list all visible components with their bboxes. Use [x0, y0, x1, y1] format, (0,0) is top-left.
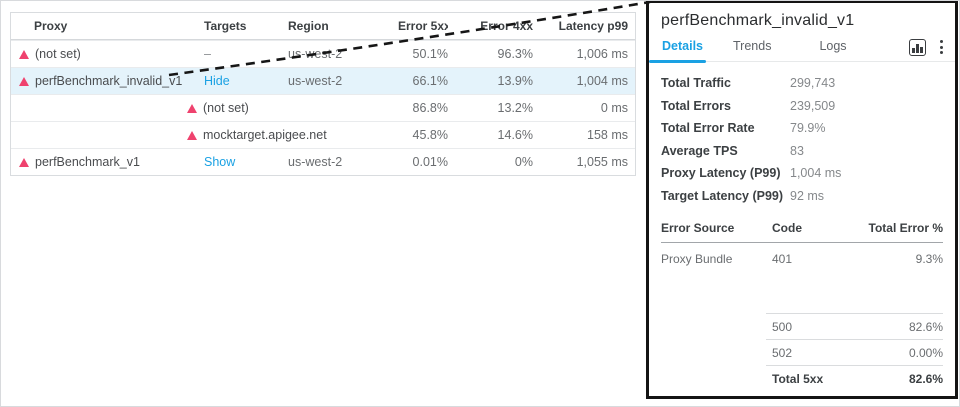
error-source-table: Error Source Code Total Error % Proxy Bu…	[649, 207, 955, 391]
region-value: us-west-2	[288, 74, 343, 88]
error-code-value: 401	[772, 252, 793, 266]
error4xx-value: 0%	[514, 155, 533, 169]
stat-total-error-rate: Total Error Rate 79.9%	[661, 121, 826, 136]
latency-value: 1,006 ms	[576, 47, 628, 61]
tab-trends[interactable]: Trends	[733, 39, 772, 53]
error-row-proxy-bundle: Proxy Bundle 401 9.3%	[661, 243, 943, 266]
warning-triangle-icon	[187, 103, 197, 113]
error5xx-value: 0.01%	[412, 155, 448, 169]
column-header-latency: Latency p99	[558, 19, 628, 33]
error5xx-value: 45.8%	[412, 128, 448, 142]
error4xx-value: 13.9%	[497, 74, 533, 88]
bar-chart-icon[interactable]	[909, 38, 926, 56]
warning-triangle-icon	[19, 157, 29, 167]
table-row-selected[interactable]: perfBenchmark_invalid_v1 Hide us-west-2 …	[11, 67, 635, 94]
error-pct-value: 82.6%	[908, 319, 943, 334]
header-total-error-pct: Total Error %	[868, 221, 943, 235]
error-code-value: 500	[772, 319, 793, 334]
stat-proxy-latency: Proxy Latency (P99) 1,004 ms	[661, 166, 842, 181]
table-row[interactable]: (not set) – us-west-2 50.1% 96.3% 1,006 …	[11, 40, 635, 67]
column-header-proxy: Proxy	[34, 19, 68, 33]
total-5xx-pct: 82.6%	[908, 371, 943, 386]
stat-average-tps: Average TPS 83	[661, 143, 804, 158]
proxy-detail-panel: perfBenchmark_invalid_v1 Details Trends …	[646, 0, 958, 399]
proxy-table-header: Proxy Targets Region Error 5xx Error 4xx…	[11, 13, 635, 40]
target-name: mocktarget.apigee.net	[203, 128, 327, 142]
table-row[interactable]: perfBenchmark_v1 Show us-west-2 0.01% 0%…	[11, 148, 635, 175]
warning-triangle-icon	[19, 76, 29, 86]
hide-targets-link[interactable]: Hide	[204, 74, 230, 88]
kebab-menu-icon[interactable]	[938, 38, 945, 56]
proxy-name: (not set)	[35, 47, 81, 61]
column-header-targets: Targets	[204, 19, 247, 33]
target-name: (not set)	[203, 101, 249, 115]
error-pct-value: 9.3%	[915, 252, 943, 266]
error-table-header: Error Source Code Total Error %	[661, 221, 943, 243]
show-targets-link[interactable]: Show	[204, 155, 236, 169]
error-table-gap	[661, 266, 943, 313]
panel-title: perfBenchmark_invalid_v1	[661, 12, 855, 29]
error-source-value: Proxy Bundle	[661, 252, 733, 266]
warning-triangle-icon	[187, 130, 197, 140]
latency-value: 1,004 ms	[576, 74, 628, 88]
error5xx-value: 66.1%	[412, 74, 448, 88]
error-code-rows: 500 82.6% 502 0.00% Total 5xx 82.6%	[766, 313, 943, 391]
tab-bar: Details Trends Logs	[649, 37, 955, 63]
error-row-total-5xx: Total 5xx 82.6%	[766, 365, 943, 391]
column-header-region: Region	[288, 19, 329, 33]
tab-details[interactable]: Details	[662, 39, 703, 53]
tab-logs[interactable]: Logs	[819, 39, 847, 53]
latency-value: 1,055 ms	[576, 155, 628, 169]
proxy-name: perfBenchmark_invalid_v1	[35, 74, 183, 88]
stat-target-latency: Target Latency (P99) 92 ms	[661, 188, 825, 203]
error5xx-value: 86.8%	[412, 101, 448, 115]
proxy-name: perfBenchmark_v1	[35, 155, 140, 169]
error4xx-value: 13.2%	[497, 101, 533, 115]
active-tab-underline	[649, 60, 706, 63]
latency-value: 158 ms	[587, 128, 628, 142]
latency-value: 0 ms	[600, 101, 628, 115]
stats-list: Total Traffic 299,743 Total Errors 239,5…	[649, 62, 955, 207]
region-value: us-west-2	[288, 47, 343, 61]
column-header-error4xx: Error 4xx	[480, 19, 533, 33]
region-value: us-west-2	[288, 155, 343, 169]
error4xx-value: 14.6%	[497, 128, 533, 142]
header-error-source: Error Source	[661, 221, 735, 235]
error-code-value: 502	[772, 345, 793, 360]
table-row-target[interactable]: mocktarget.apigee.net 45.8% 14.6% 158 ms	[11, 121, 635, 148]
table-row-target[interactable]: (not set) 86.8% 13.2% 0 ms	[11, 94, 635, 121]
stat-total-traffic: Total Traffic 299,743	[661, 76, 836, 91]
error4xx-value: 96.3%	[497, 47, 533, 61]
header-code: Code	[772, 221, 802, 235]
total-5xx-label: Total 5xx	[772, 371, 824, 386]
error5xx-value: 50.1%	[412, 47, 448, 61]
column-header-error5xx: Error 5xx	[398, 19, 448, 33]
proxy-table: Proxy Targets Region Error 5xx Error 4xx…	[10, 12, 636, 176]
targets-value: –	[204, 47, 211, 61]
error-row-502: 502 0.00%	[766, 339, 943, 365]
error-row-500: 500 82.6%	[766, 313, 943, 339]
stat-total-errors: Total Errors 239,509	[661, 98, 836, 113]
error-pct-value: 0.00%	[908, 345, 943, 360]
warning-triangle-icon	[19, 49, 29, 59]
